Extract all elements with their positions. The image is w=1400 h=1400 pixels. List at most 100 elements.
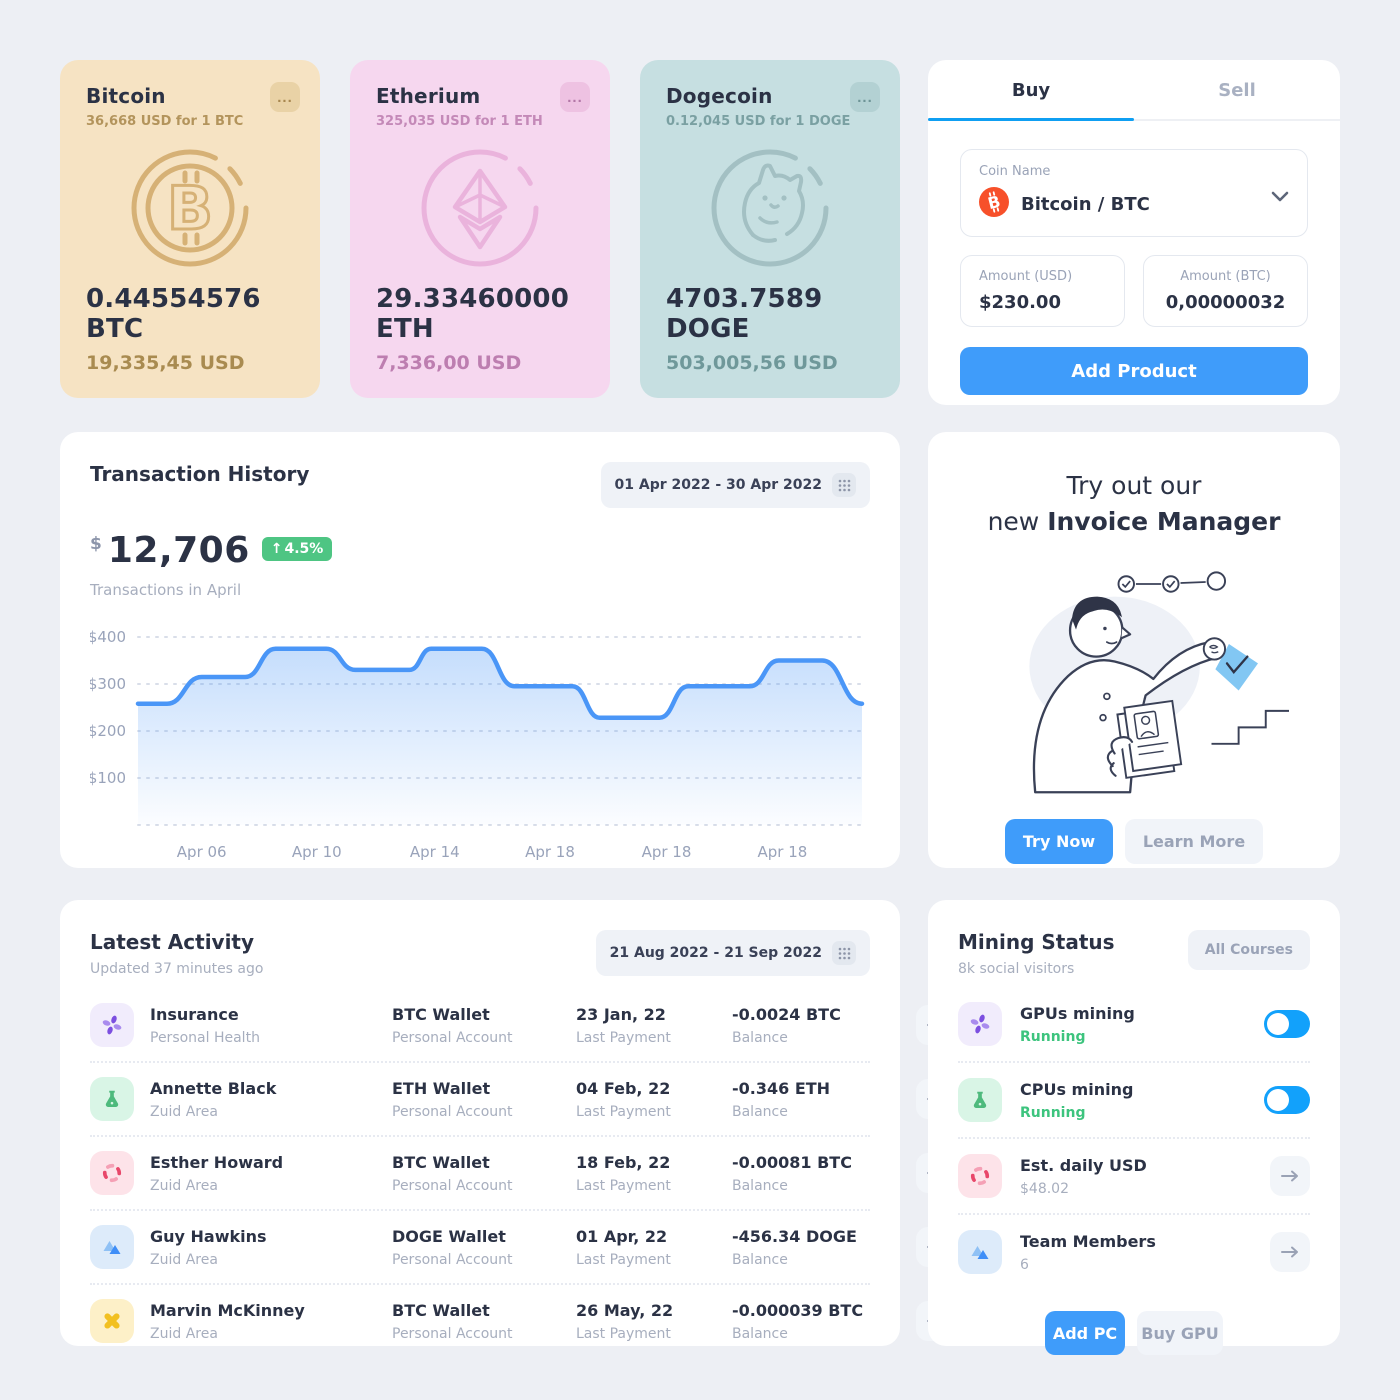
cpu-mining-toggle[interactable] — [1264, 1086, 1310, 1114]
buy-gpu-button[interactable]: Buy GPU — [1137, 1311, 1223, 1355]
list-item: CPUs mining Running — [958, 1063, 1310, 1139]
add-product-button[interactable]: Add Product — [960, 347, 1308, 395]
date-range-value: 21 Aug 2022 - 21 Sep 2022 — [609, 945, 822, 961]
dogecoin-watermark-icon — [666, 131, 874, 284]
invoice-manager-card: Try out our new Invoice Manager — [928, 432, 1340, 868]
arrow-right-icon — [1281, 1246, 1298, 1258]
svg-text:Apr 06: Apr 06 — [177, 843, 227, 861]
cross-icon — [90, 1299, 134, 1343]
pinwheel-icon — [90, 1003, 134, 1047]
tab-sell[interactable]: Sell — [1218, 80, 1256, 101]
lifebuoy-icon — [90, 1151, 134, 1195]
payment-sub: Last Payment — [576, 1103, 671, 1120]
svg-text:Apr 10: Apr 10 — [292, 843, 342, 861]
table-row: Annette Black Zuid Area ETH Wallet Perso… — [90, 1063, 956, 1137]
coin-select[interactable]: Coin Name B — [960, 149, 1308, 237]
more-options-icon[interactable]: ... — [270, 82, 300, 112]
amount-btc-value: 0,00000032 — [1165, 292, 1286, 313]
chevron-down-icon — [1271, 188, 1289, 207]
row-detail-button[interactable] — [1270, 1156, 1310, 1196]
flask-icon — [958, 1078, 1002, 1122]
balance-sub: Balance — [732, 1177, 788, 1194]
mining-status-card: Mining Status 8k social visitors All Cou… — [928, 900, 1340, 1355]
amount-btc-field[interactable]: Amount (BTC) 0,00000032 — [1143, 255, 1308, 327]
gpu-mining-toggle[interactable] — [1264, 1010, 1310, 1038]
wallet-type: ETH Wallet — [392, 1078, 491, 1098]
svg-text:Apr 18: Apr 18 — [757, 843, 807, 861]
bitcoin-icon: B — [979, 187, 1009, 222]
wallet-sub: Personal Account — [392, 1029, 513, 1046]
amount-usd-field[interactable]: Amount (USD) $230.00 — [960, 255, 1125, 327]
mining-row-name: GPUs mining — [1020, 1003, 1135, 1023]
transaction-history-title: Transaction History — [90, 462, 310, 486]
wallet-sub: Personal Account — [392, 1103, 513, 1120]
wallet-type: BTC Wallet — [392, 1004, 490, 1024]
coin-rate: 36,668 USD for 1 BTC — [86, 114, 244, 129]
coin-card-bitcoin: Bitcoin 36,668 USD for 1 BTC ... B 0.445… — [60, 60, 320, 398]
trade-form: Coin Name B — [928, 121, 1340, 425]
more-options-icon[interactable]: ... — [850, 82, 880, 112]
date-range-picker[interactable]: 01 Apr 2022 - 30 Apr 2022 — [600, 462, 870, 508]
arrow-right-icon — [1281, 1170, 1298, 1182]
learn-more-button[interactable]: Learn More — [1125, 818, 1263, 864]
activity-area: Zuid Area — [150, 1251, 218, 1268]
lifebuoy-icon — [958, 1154, 1002, 1198]
amount-btc-label: Amount (BTC) — [1180, 269, 1271, 284]
row-detail-button[interactable] — [1270, 1232, 1310, 1272]
toggle-knob — [1267, 1013, 1289, 1035]
add-pc-button[interactable]: Add PC — [1045, 1311, 1125, 1355]
payment-date: 04 Feb, 22 — [576, 1078, 671, 1098]
more-options-icon[interactable]: ... — [560, 82, 590, 112]
activity-area: Zuid Area — [150, 1177, 218, 1194]
all-courses-button[interactable]: All Courses — [1187, 930, 1310, 970]
list-item: Est. daily USD $48.02 — [958, 1139, 1310, 1215]
svg-text:Apr 18: Apr 18 — [642, 843, 692, 861]
balance-value: -0.00081 BTC — [732, 1152, 852, 1172]
coin-balance: 0.44554576 BTC — [86, 284, 261, 344]
coin-select-label: Coin Name — [979, 164, 1051, 179]
wallet-type: DOGE Wallet — [392, 1226, 506, 1246]
date-range-picker[interactable]: 21 Aug 2022 - 21 Sep 2022 — [595, 930, 870, 976]
activity-area: Personal Health — [150, 1029, 260, 1046]
balance-value: -0.346 ETH — [732, 1078, 831, 1098]
payment-date: 23 Jan, 22 — [576, 1004, 666, 1024]
wallet-type: BTC Wallet — [392, 1152, 490, 1172]
svg-text:$400: $400 — [90, 628, 126, 646]
svg-text:$200: $200 — [90, 722, 126, 740]
balance-value: -0.0024 BTC — [732, 1004, 841, 1024]
payment-date: 18 Feb, 22 — [576, 1152, 671, 1172]
invoice-manager-illustration — [979, 551, 1291, 805]
payment-sub: Last Payment — [576, 1325, 671, 1342]
grid-dots-icon — [832, 473, 856, 497]
updated-label: Updated 37 minutes ago — [90, 961, 264, 977]
wallet-sub: Personal Account — [392, 1325, 513, 1342]
try-now-button[interactable]: Try Now — [1005, 818, 1113, 864]
coin-name: Bitcoin — [86, 84, 166, 108]
mining-row-value: $48.02 — [1020, 1180, 1069, 1197]
balance-sub: Balance — [732, 1325, 788, 1342]
transaction-history-card: Transaction History 01 Apr 2022 - 30 Apr… — [60, 432, 900, 868]
payment-sub: Last Payment — [576, 1251, 671, 1268]
svg-text:Apr 18: Apr 18 — [525, 843, 575, 861]
mining-row-name: Est. daily USD — [1020, 1155, 1147, 1175]
balance-value: -456.34 DOGE — [732, 1226, 857, 1246]
invoice-title-line1: Try out our — [1066, 471, 1202, 500]
mining-row-name: CPUs mining — [1020, 1079, 1134, 1099]
coin-card-etherium: Etherium 325,035 USD for 1 ETH ... 29.33… — [350, 60, 610, 398]
activity-area: Zuid Area — [150, 1103, 218, 1120]
mining-row-status: Running — [1020, 1028, 1086, 1045]
mining-row-name: Team Members — [1020, 1231, 1156, 1251]
wallet-type: BTC Wallet — [392, 1300, 490, 1320]
coin-rate: 325,035 USD for 1 ETH — [376, 114, 543, 129]
coin-balance-usd: 19,335,45 USD — [86, 352, 245, 374]
wallet-sub: Personal Account — [392, 1177, 513, 1194]
tab-buy[interactable]: Buy — [928, 60, 1134, 121]
table-row: Guy Hawkins Zuid Area DOGE Wallet Person… — [90, 1211, 956, 1285]
latest-activity-title: Latest Activity — [90, 930, 255, 954]
balance-sub: Balance — [732, 1103, 788, 1120]
svg-text:B: B — [167, 174, 213, 244]
list-item: GPUs mining Running — [958, 987, 1310, 1063]
mining-subtitle: 8k social visitors — [958, 961, 1075, 977]
table-row: Insurance Personal Health BTC Wallet Per… — [90, 989, 956, 1063]
